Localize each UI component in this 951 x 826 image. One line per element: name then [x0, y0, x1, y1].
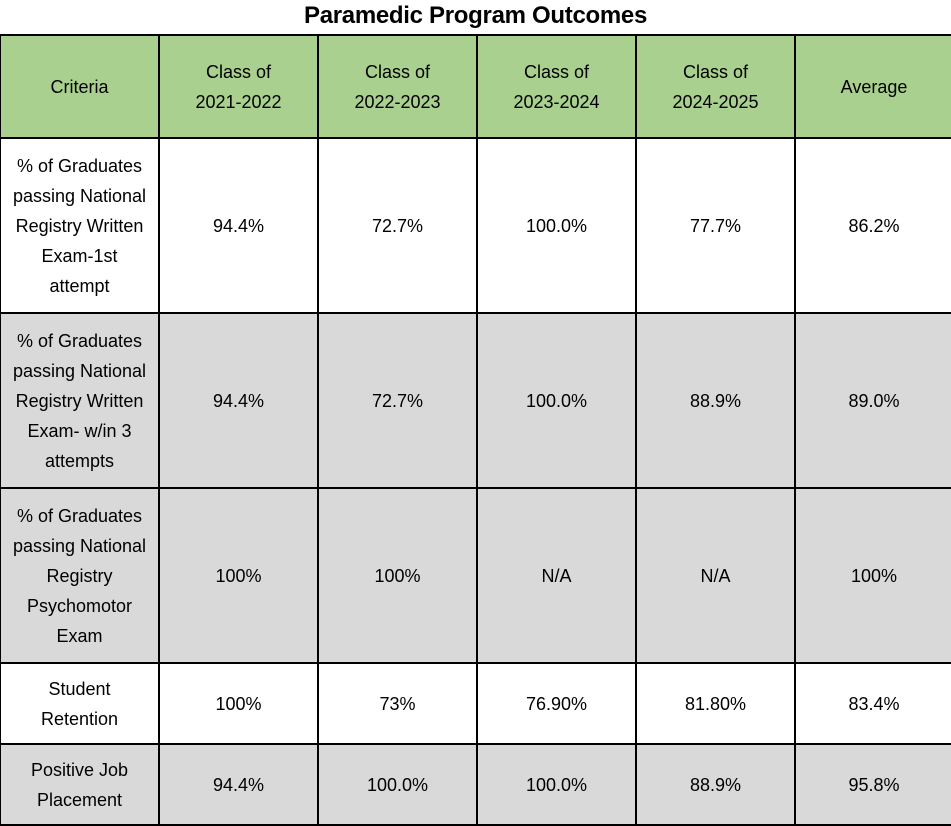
criteria-line: Positive Job [30, 759, 129, 780]
value-cell: 73% [317, 662, 478, 745]
header-line: 2021-2022 [195, 91, 282, 112]
value-cell: 88.9% [635, 312, 796, 489]
table-row: % of Graduates passing National Registry… [0, 137, 951, 314]
criteria-line: Exam [56, 625, 103, 646]
header-line: 2024-2025 [672, 91, 759, 112]
header-line: Class of [682, 61, 749, 82]
header-line: Class of [205, 61, 272, 82]
table-row: % of Graduates passing National Registry… [0, 487, 951, 664]
value-cell: 81.80% [635, 662, 796, 745]
value-cell: N/A [476, 487, 637, 664]
criteria-line: % of Graduates [16, 330, 143, 351]
header-class-2021-2022: Class of 2021-2022 [158, 34, 319, 139]
criteria-cell: Student Retention [0, 662, 160, 745]
table-row: % of Graduates passing National Registry… [0, 312, 951, 489]
header-line: Average [840, 76, 908, 97]
value-cell: 100.0% [317, 743, 478, 826]
average-cell: 95.8% [794, 743, 951, 826]
header-line: Class of [523, 61, 590, 82]
value-cell: 88.9% [635, 743, 796, 826]
page-title: Paramedic Program Outcomes [303, 2, 647, 29]
value-cell: 100% [158, 487, 319, 664]
value-cell: 100% [158, 662, 319, 745]
criteria-line: Exam- w/in 3 [27, 420, 132, 441]
average-cell: 83.4% [794, 662, 951, 745]
value-cell: 100% [317, 487, 478, 664]
criteria-cell: Positive Job Placement [0, 743, 160, 826]
value-cell: 72.7% [317, 312, 478, 489]
header-class-2023-2024: Class of 2023-2024 [476, 34, 637, 139]
table-row: Student Retention 100% 73% 76.90% 81.80%… [0, 662, 951, 745]
average-cell: 86.2% [794, 137, 951, 314]
criteria-line: passing National [12, 360, 147, 381]
table-header-row: Criteria Class of 2021-2022 Class of 202… [0, 34, 951, 139]
header-average: Average [794, 34, 951, 139]
criteria-line: passing National [12, 535, 147, 556]
criteria-cell: % of Graduates passing National Registry… [0, 137, 160, 314]
header-line: 2023-2024 [513, 91, 600, 112]
criteria-line: passing National [12, 185, 147, 206]
header-class-2024-2025: Class of 2024-2025 [635, 34, 796, 139]
criteria-line: % of Graduates [16, 505, 143, 526]
criteria-line: Student [48, 678, 111, 699]
header-criteria: Criteria [0, 34, 160, 139]
criteria-line: Placement [36, 789, 123, 810]
criteria-cell: % of Graduates passing National Registry… [0, 487, 160, 664]
header-line: 2022-2023 [354, 91, 441, 112]
header-line: Class of [364, 61, 431, 82]
value-cell: 94.4% [158, 137, 319, 314]
criteria-line: % of Graduates [16, 155, 143, 176]
value-cell: 100.0% [476, 137, 637, 314]
criteria-line: Registry Written [15, 390, 144, 411]
value-cell: 94.4% [158, 743, 319, 826]
value-cell: 94.4% [158, 312, 319, 489]
criteria-line: Retention [40, 708, 119, 729]
criteria-line: Exam-1st [41, 245, 118, 266]
criteria-line: Psychomotor [26, 595, 133, 616]
value-cell: 72.7% [317, 137, 478, 314]
value-cell: 76.90% [476, 662, 637, 745]
average-cell: 89.0% [794, 312, 951, 489]
value-cell: 100.0% [476, 743, 637, 826]
criteria-line: Registry Written [15, 215, 144, 236]
value-cell: N/A [635, 487, 796, 664]
criteria-line: attempt [49, 275, 110, 296]
value-cell: 100.0% [476, 312, 637, 489]
table-row: Positive Job Placement 94.4% 100.0% 100.… [0, 743, 951, 826]
criteria-cell: % of Graduates passing National Registry… [0, 312, 160, 489]
header-line: Criteria [50, 76, 109, 97]
header-class-2022-2023: Class of 2022-2023 [317, 34, 478, 139]
outcomes-table: Criteria Class of 2021-2022 Class of 202… [0, 34, 951, 826]
criteria-line: Registry [46, 565, 113, 586]
average-cell: 100% [794, 487, 951, 664]
criteria-line: attempts [44, 450, 115, 471]
value-cell: 77.7% [635, 137, 796, 314]
